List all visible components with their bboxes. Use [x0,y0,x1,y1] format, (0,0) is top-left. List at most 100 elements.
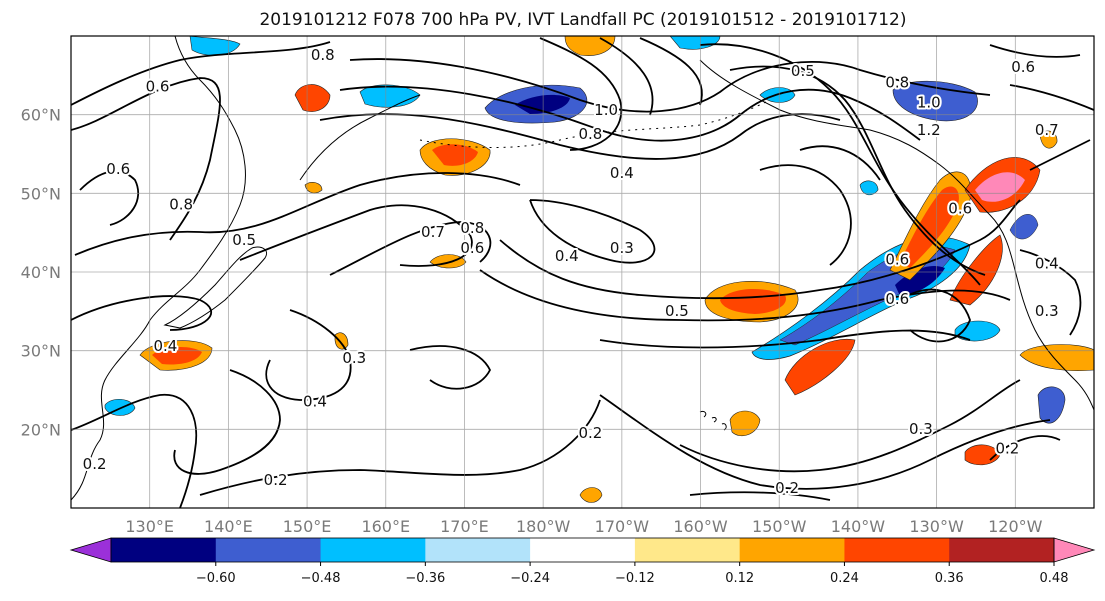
contour-value-label: 0.5 [791,62,815,80]
contour-value-label: 0.6 [146,78,170,96]
contour-value-label: 0.8 [460,219,484,237]
coastline-aleutians [419,99,771,148]
contour-value-label: 0.8 [311,46,335,64]
pv-contour-line [199,399,601,496]
pv-contour-line [349,58,991,113]
colorbar-tick-label: −0.36 [405,571,445,586]
coastline-east-asia [71,36,246,501]
map-frame [70,35,1095,509]
contour-value-label: 0.3 [610,239,634,257]
contour-value-label: 1.0 [917,93,941,111]
contour-value-label: 1.2 [917,121,941,139]
pv-contour-line [639,37,703,106]
contour-value-label: 0.7 [1035,121,1059,139]
colorbar-tick-label: 0.48 [1040,571,1069,586]
pv-contour-line [1009,84,1094,111]
contour-label-layer: 0.6 0.8 1.0 0.8 0.4 0.5 0.8 1.0 1.2 0.6 0.7 0.8 0.6 0… [81,44,1061,499]
colorbar-frame [110,537,1055,563]
pv-contour-line [173,369,281,475]
colorbar-segment [634,538,741,562]
map-panel: 0.6 0.8 1.0 0.8 0.4 0.5 0.8 1.0 1.2 0.6 0.7 0.8 0.6 0… [21,35,1095,536]
pv-contour-line [899,288,971,343]
lon-tick-label: 150°E [283,517,332,536]
pv-contour-line [71,394,198,508]
contour-value-label: 0.4 [610,164,634,182]
positive-pv-kamchatka-core [432,144,478,166]
contour-value-label: 0.4 [303,392,327,410]
latitude-labels: 60°N 50°N 40°N 30°N 20°N [21,106,61,440]
negative-pv-bering-core [515,94,570,114]
lon-tick-label: 180°W [516,517,571,536]
pv-contour-line [799,145,881,181]
contour-value-label: 0.6 [460,239,484,257]
pv-contour-line [989,435,1061,461]
contour-value-label: 0.6 [948,200,972,218]
pv-contour-line [71,41,331,106]
pv-contour-line [759,164,852,266]
lon-tick-label: 160°E [361,517,410,536]
lon-tick-label: 130°W [909,517,964,536]
contour-value-label: 1.0 [594,101,618,119]
pv-contour-line [989,44,1081,58]
positive-pv-oregon [949,234,1003,306]
colorbar-tick-label: 0.36 [935,571,964,586]
contour-value-label: 0.6 [1011,58,1035,76]
contour-value-label: 0.4 [555,247,579,265]
contour-value-label: 0.8 [885,74,909,92]
colorbar-extend-max [1053,537,1096,563]
positive-pv-small-4 [304,181,323,194]
contour-value-label: 0.6 [885,290,909,308]
negative-pv-inland [1009,214,1039,240]
pv-contour-line [265,309,352,401]
pv-contour-line [74,172,521,256]
pv-contour-line [699,43,981,286]
lon-tick-label: 150°W [752,517,807,536]
colorbar-segment [425,538,531,562]
contour-value-label: 0.2 [996,440,1020,458]
contour-value-label: 0.8 [169,196,193,214]
contour-value-label: 0.2 [775,479,799,497]
pv-contour-line [599,394,1051,490]
positive-pv-small-1 [579,487,603,503]
colorbar-segment [215,538,322,562]
contour-value-label: 0.2 [83,455,107,473]
positive-pv-subtropical-east [784,338,856,396]
colorbar-tick-label: 0.12 [725,571,754,586]
contour-value-label: 0.2 [578,424,602,442]
lat-tick-label: 50°N [21,184,61,203]
contour-value-label: 0.7 [421,223,445,241]
positive-pv-east-china-sea-core [152,346,202,365]
contour-value-label: 0.8 [578,125,602,143]
coastline-kamchatka [299,94,421,181]
contour-value-label: 0.4 [1035,255,1059,273]
longitude-labels: 130°E 140°E 150°E 160°E 170°E 180°W 170°W 160°W… [125,517,1042,536]
pv-contour-line [79,170,140,226]
colorbar-tick-label: −0.48 [301,571,341,586]
gridline-layer [71,36,1094,508]
lon-tick-label: 140°E [204,517,253,536]
colorbar-tick-label: 0.24 [830,571,859,586]
pv-contour-line [499,199,1021,300]
pv-contour-line [689,491,831,501]
pv-contour-line [239,204,473,267]
contour-value-label: 0.3 [342,349,366,367]
pv-contour-line [1019,249,1082,336]
colorbar-tick-label: −0.60 [196,571,236,586]
colorbar-extend-min [69,537,112,563]
colorbar-segment [739,538,845,562]
pv-shading-layer [104,36,1094,503]
pv-contour-line [409,345,492,390]
positive-pv-small-2 [1039,130,1058,149]
pv-contour-line [729,65,986,276]
pv-contour-line [71,77,221,241]
pv-contour-line [529,199,656,264]
colorbar-segment [844,538,950,562]
positive-pv-bc-core [975,172,1025,202]
colorbar: −0.60 −0.48 −0.36 −0.24 −0.12 0.12 0.24 0.36 0.4… [69,537,1096,586]
pv-contour-line [679,379,1021,473]
positive-pv-top-center [564,36,616,56]
pv-contour-line [1029,139,1091,171]
lon-tick-label: 140°W [831,517,886,536]
